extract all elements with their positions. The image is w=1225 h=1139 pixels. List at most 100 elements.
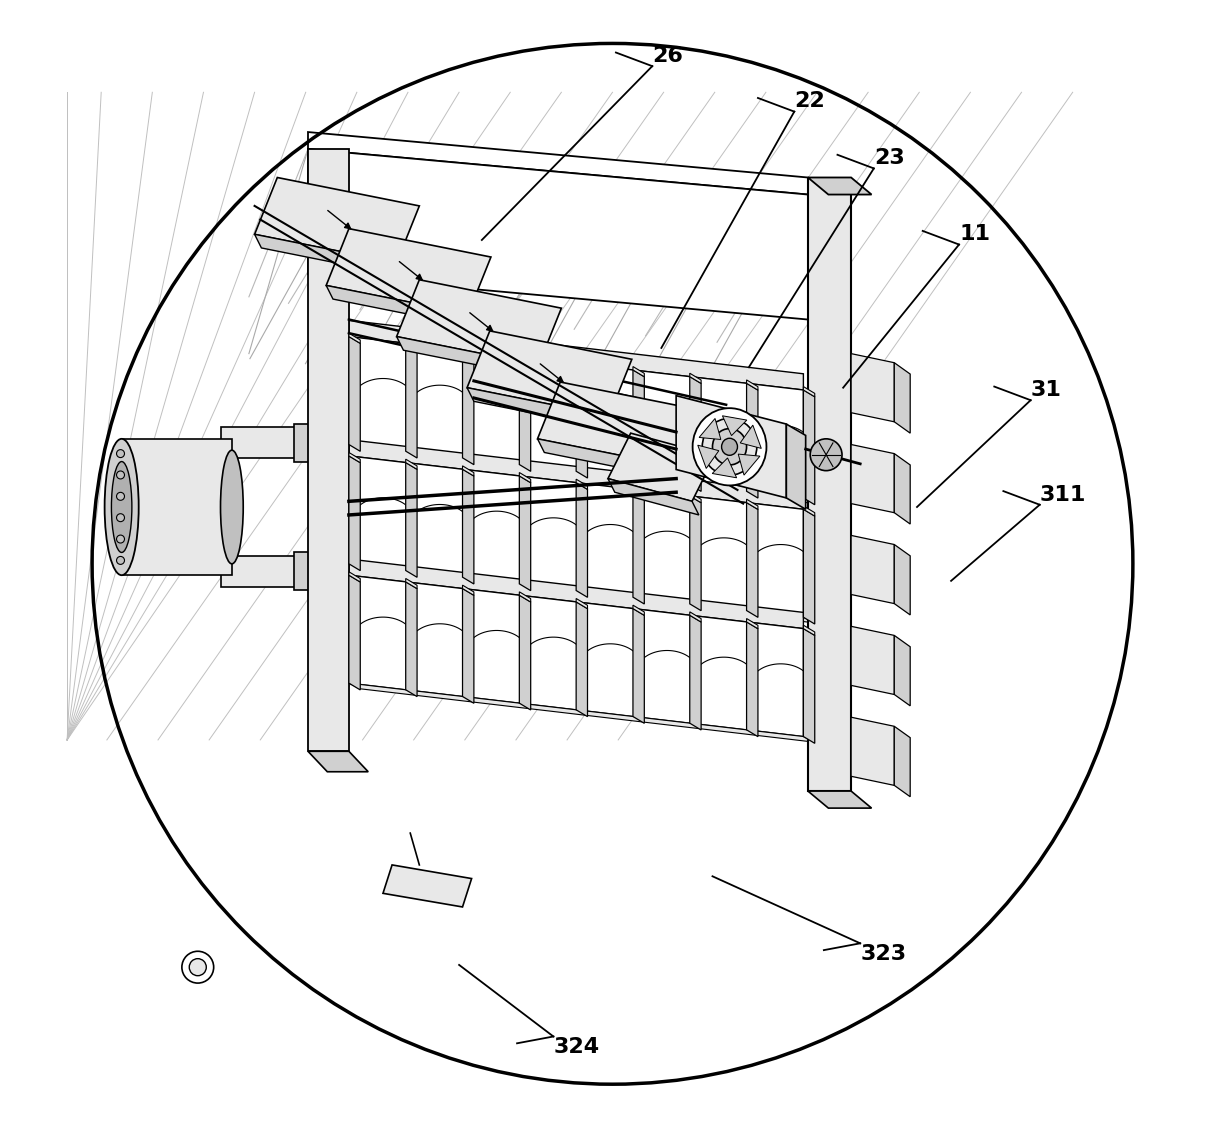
Polygon shape [804, 509, 815, 624]
Polygon shape [576, 598, 588, 608]
Polygon shape [746, 384, 758, 498]
Polygon shape [538, 382, 702, 467]
Polygon shape [519, 476, 530, 591]
Polygon shape [633, 370, 644, 485]
Polygon shape [307, 149, 808, 320]
Polygon shape [608, 478, 698, 515]
Polygon shape [804, 629, 815, 744]
Ellipse shape [181, 951, 213, 983]
Polygon shape [121, 439, 232, 575]
Polygon shape [349, 320, 804, 390]
Polygon shape [746, 618, 758, 629]
Polygon shape [463, 350, 474, 465]
Polygon shape [804, 386, 815, 396]
Polygon shape [851, 535, 894, 604]
Polygon shape [894, 727, 910, 797]
Text: 22: 22 [794, 91, 826, 112]
Polygon shape [576, 483, 588, 597]
Polygon shape [349, 572, 360, 582]
Polygon shape [349, 334, 360, 343]
Polygon shape [467, 387, 616, 429]
Polygon shape [255, 178, 419, 263]
Polygon shape [519, 592, 530, 603]
Ellipse shape [713, 428, 746, 465]
Polygon shape [255, 235, 403, 277]
Polygon shape [349, 559, 804, 629]
Polygon shape [851, 353, 894, 421]
Polygon shape [698, 445, 719, 468]
Ellipse shape [702, 418, 757, 475]
Ellipse shape [220, 450, 244, 564]
Ellipse shape [116, 514, 125, 522]
Polygon shape [633, 605, 644, 615]
Polygon shape [894, 453, 910, 524]
Polygon shape [633, 608, 644, 723]
Polygon shape [699, 418, 720, 440]
Polygon shape [220, 427, 304, 458]
Polygon shape [712, 458, 736, 477]
Polygon shape [294, 552, 345, 590]
Polygon shape [740, 425, 761, 449]
Polygon shape [746, 502, 758, 617]
Polygon shape [690, 374, 701, 384]
Text: 11: 11 [959, 224, 990, 244]
Polygon shape [307, 149, 349, 752]
Ellipse shape [111, 461, 132, 552]
Polygon shape [690, 492, 701, 502]
Ellipse shape [189, 959, 206, 976]
Text: 324: 324 [554, 1036, 599, 1057]
Polygon shape [804, 390, 815, 505]
Polygon shape [349, 336, 360, 451]
Polygon shape [405, 579, 417, 589]
Polygon shape [608, 433, 714, 501]
Polygon shape [307, 752, 369, 772]
Polygon shape [576, 363, 588, 478]
Polygon shape [576, 480, 588, 490]
Polygon shape [633, 486, 644, 497]
Text: 31: 31 [1030, 380, 1062, 400]
Ellipse shape [116, 535, 125, 543]
Polygon shape [633, 490, 644, 604]
Polygon shape [326, 229, 491, 314]
Ellipse shape [104, 439, 138, 575]
Polygon shape [349, 575, 804, 737]
Polygon shape [307, 132, 808, 195]
Polygon shape [349, 683, 815, 743]
Polygon shape [405, 459, 417, 469]
Polygon shape [405, 339, 417, 350]
Polygon shape [746, 622, 758, 737]
Polygon shape [349, 336, 804, 498]
Polygon shape [804, 625, 815, 636]
Polygon shape [786, 424, 806, 509]
Polygon shape [519, 353, 530, 363]
Polygon shape [851, 444, 894, 513]
Polygon shape [538, 439, 686, 481]
Polygon shape [690, 615, 701, 730]
Polygon shape [690, 377, 701, 491]
Polygon shape [463, 585, 474, 596]
Polygon shape [808, 178, 851, 792]
Polygon shape [746, 499, 758, 509]
Polygon shape [349, 575, 360, 690]
Polygon shape [723, 416, 747, 435]
Text: 26: 26 [652, 46, 684, 66]
Polygon shape [463, 589, 474, 703]
Text: 23: 23 [873, 148, 904, 169]
Polygon shape [463, 466, 474, 476]
Ellipse shape [116, 472, 125, 478]
Ellipse shape [116, 450, 125, 458]
Polygon shape [397, 336, 545, 378]
Polygon shape [463, 346, 474, 357]
Polygon shape [690, 495, 701, 611]
Polygon shape [633, 367, 644, 377]
Polygon shape [405, 582, 417, 697]
Ellipse shape [810, 439, 842, 470]
Text: 311: 311 [1040, 484, 1087, 505]
Polygon shape [851, 626, 894, 695]
Polygon shape [851, 718, 894, 786]
Ellipse shape [116, 557, 125, 565]
Polygon shape [405, 343, 417, 458]
Polygon shape [746, 380, 758, 391]
Polygon shape [349, 444, 815, 503]
Text: 323: 323 [860, 943, 906, 964]
